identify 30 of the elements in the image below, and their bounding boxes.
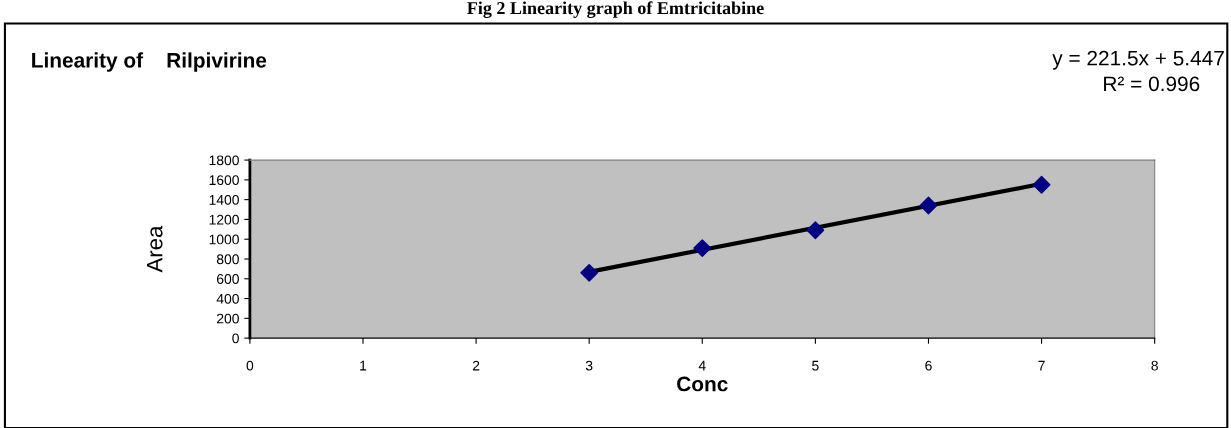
y-tick-label: 600 bbox=[217, 274, 239, 284]
text: y = 221.5x + 5.447 bbox=[1052, 50, 1224, 70]
chart-title: Linearity of Rilpivirine bbox=[32, 52, 267, 72]
x-tick-label: 6 bbox=[925, 360, 932, 371]
point bbox=[806, 221, 825, 240]
y-tick-label: 200 bbox=[217, 313, 239, 324]
x-tick-label: 7 bbox=[1038, 360, 1045, 371]
point bbox=[919, 196, 938, 215]
y-tick-label: 800 bbox=[216, 254, 239, 265]
x-tick-label: 3 bbox=[585, 360, 593, 371]
y-tick-label: 400 bbox=[216, 293, 239, 304]
point bbox=[580, 263, 599, 282]
x-tick-label: 1 bbox=[360, 360, 367, 371]
x-tick-label: 2 bbox=[472, 360, 480, 371]
x-axis-title: Conc bbox=[677, 376, 728, 392]
point bbox=[693, 239, 712, 258]
y-tick-label: 1200 bbox=[209, 214, 239, 225]
y-tick-label: 1400 bbox=[209, 194, 239, 205]
y-axis-title: Area bbox=[147, 225, 163, 273]
caption: Fig 2 Linearity graph of Emtricitabine bbox=[467, 1, 764, 18]
x-tick-label: 4 bbox=[698, 360, 706, 371]
point bbox=[1032, 175, 1051, 194]
y-tick-label: 0 bbox=[232, 333, 239, 344]
x-tick-label: 8 bbox=[1151, 360, 1158, 371]
x-tick-label: 5 bbox=[812, 360, 819, 371]
y-tick-label: 1800 bbox=[209, 155, 239, 166]
x-tick-label: 0 bbox=[246, 360, 254, 371]
text: R² = 0.996 bbox=[1104, 76, 1200, 92]
y-tick-label: 1600 bbox=[209, 175, 239, 186]
y-tick-label: 1000 bbox=[209, 234, 239, 245]
